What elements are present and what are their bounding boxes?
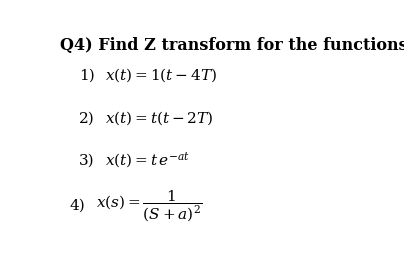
- Text: 3): 3): [79, 153, 94, 167]
- Text: 1): 1): [79, 68, 95, 82]
- Text: 4): 4): [69, 198, 85, 212]
- Text: $x(t) = 1(t - 4T)$: $x(t) = 1(t - 4T)$: [105, 66, 217, 84]
- Text: $x(s) = \dfrac{1}{(S+a)^2}$: $x(s) = \dfrac{1}{(S+a)^2}$: [96, 188, 202, 223]
- Text: Q4) Find Z transform for the functions: Q4) Find Z transform for the functions: [60, 37, 404, 54]
- Text: $x(t) = t\,e^{-at}$: $x(t) = t\,e^{-at}$: [105, 151, 190, 170]
- Text: $x(t) = t(t - 2T)$: $x(t) = t(t - 2T)$: [105, 109, 214, 127]
- Text: 2): 2): [79, 111, 95, 125]
